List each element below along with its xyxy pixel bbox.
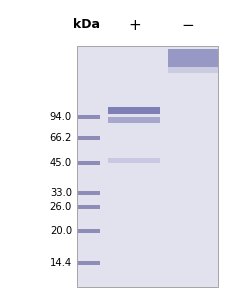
Text: 45.0: 45.0	[50, 158, 72, 168]
Bar	[78, 161, 99, 165]
Text: +: +	[128, 17, 141, 32]
Bar	[167, 49, 217, 67]
Bar	[78, 205, 99, 209]
Bar	[78, 136, 99, 140]
Bar	[77, 46, 217, 287]
Text: 20.0: 20.0	[50, 226, 72, 236]
Bar	[78, 261, 99, 265]
Text: 14.4: 14.4	[50, 258, 72, 268]
Bar	[108, 106, 159, 113]
Text: −: −	[181, 17, 194, 32]
Text: 94.0: 94.0	[50, 112, 72, 122]
Text: 26.0: 26.0	[50, 202, 72, 212]
Text: 33.0: 33.0	[50, 188, 72, 198]
Text: kDa: kDa	[73, 19, 100, 32]
Bar	[108, 158, 159, 163]
Text: 66.2: 66.2	[50, 133, 72, 143]
Bar	[78, 191, 99, 195]
Bar	[78, 115, 99, 119]
Bar	[167, 67, 217, 73]
Bar	[78, 229, 99, 233]
Bar	[108, 117, 159, 123]
